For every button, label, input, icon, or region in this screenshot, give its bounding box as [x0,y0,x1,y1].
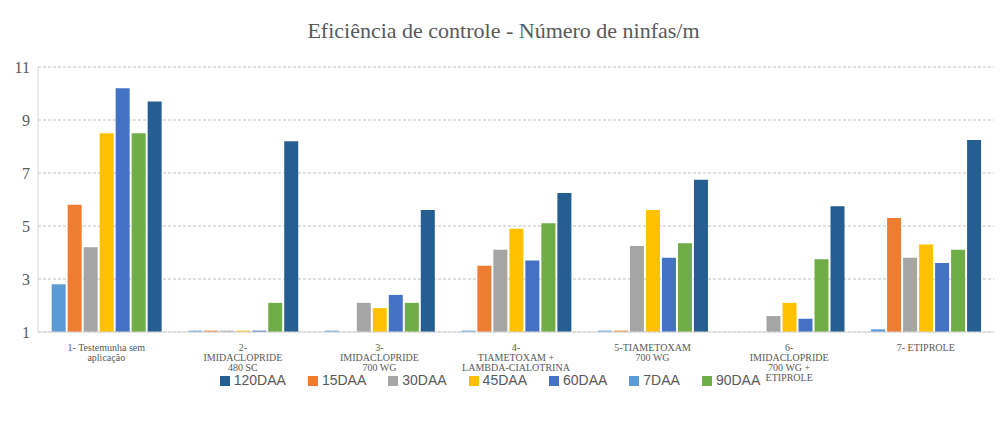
svg-text:4-TIAMETOXAM +LAMBDA-CIALOTRIN: 4-TIAMETOXAM +LAMBDA-CIALOTRINA [462,342,571,373]
html-text:Eficiência de controle - Númer: Eficiência de controle - Número de ninfa… [307,18,700,43]
html-text:15DAA: 15DAA [321,372,367,388]
svg-text:1- Testemunha semaplicação: 1- Testemunha semaplicação [68,342,146,363]
svg-text:11: 11 [15,59,30,76]
html-text:90DAA: 90DAA [715,372,761,388]
html-text:30DAA: 30DAA [402,372,447,388]
svg-text:9: 9 [22,112,30,129]
svg-text:7: 7 [22,165,30,182]
html-text:45DAA: 45DAA [482,372,527,388]
html-text:120DAA: 120DAA [233,372,286,388]
html-text:60DAA: 60DAA [563,372,608,388]
svg-text:1: 1 [22,324,30,341]
svg-text:7- ETIPROLE: 7- ETIPROLE [897,342,955,353]
svg-text:3: 3 [22,271,30,288]
svg-text:2-IMIDACLOPRIDE480 SC: 2-IMIDACLOPRIDE480 SC [203,342,282,373]
svg-text:5-TIAMETOXAM700 WG: 5-TIAMETOXAM700 WG [614,342,691,363]
svg-text:5: 5 [22,218,30,235]
svg-text:3-IMIDACLOPRIDE700 WG: 3-IMIDACLOPRIDE700 WG [340,342,419,373]
svg-text:6-IMIDACLOPRIDE700 WG +ETIPROL: 6-IMIDACLOPRIDE700 WG +ETIPROLE [750,342,829,383]
html-text:7DAA: 7DAA [643,372,680,388]
